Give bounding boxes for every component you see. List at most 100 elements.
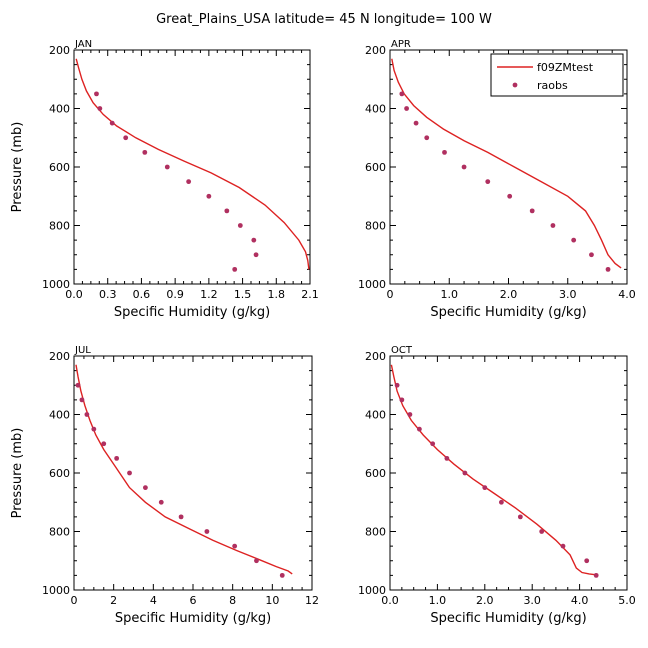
model-line xyxy=(75,364,293,575)
y-tick-label: 800 xyxy=(365,220,386,233)
panel-label: JUL xyxy=(74,345,91,356)
y-tick-label: 1000 xyxy=(42,278,70,291)
y-tick-label: 800 xyxy=(49,220,70,233)
obs-point xyxy=(416,426,422,432)
obs-point xyxy=(529,208,535,214)
x-tick-label: 2 xyxy=(110,594,117,607)
y-tick-label: 200 xyxy=(365,350,386,363)
obs-point xyxy=(94,91,99,97)
y-tick-label: 600 xyxy=(49,161,70,174)
obs-point xyxy=(253,252,259,258)
panel-jan: JAN 0.0 0.3 0.6 0.9 1.2 1.5 1.8 2.1 200 400 600 800 1… xyxy=(10,39,319,320)
obs-point xyxy=(254,558,259,564)
x-tick-label: 2.0 xyxy=(476,594,494,607)
legend-marker-swatch xyxy=(512,82,518,88)
x-tick-label: 0 xyxy=(387,288,394,301)
obs-point xyxy=(127,470,132,476)
plot-frame xyxy=(389,355,628,591)
x-tick-label: 2.1 xyxy=(301,288,319,301)
x-tick-label: 0.3 xyxy=(99,288,117,301)
x-tick-label: 0.6 xyxy=(133,288,151,301)
obs-point xyxy=(507,193,513,199)
obs-point xyxy=(97,106,103,111)
legend-box xyxy=(490,53,624,97)
x-tick-label: 6 xyxy=(190,594,197,607)
legend-label-obs: raobs xyxy=(537,79,568,92)
panel-jul: JUL 0 2 4 6 8 10 12 200 400 600 800 1000 Specific Hum… xyxy=(10,345,319,626)
y-tick-label: 400 xyxy=(49,103,70,116)
obs-point xyxy=(143,485,148,491)
obs-point xyxy=(232,266,238,272)
panel-label: JAN xyxy=(74,39,92,50)
obs-point xyxy=(560,543,566,549)
x-tick-label: 1.5 xyxy=(234,288,252,301)
obs-point xyxy=(424,135,430,141)
x-tick-label: 0.9 xyxy=(166,288,184,301)
y-axis-label: Pressure (mb) xyxy=(10,122,25,213)
legend: f09ZMtest raobs xyxy=(490,53,624,97)
x-tick-label: 0.0 xyxy=(381,594,399,607)
obs-point xyxy=(461,164,467,170)
obs-point xyxy=(224,208,230,214)
x-axis-label: Specific Humidity (g/kg) xyxy=(114,305,270,320)
obs-point xyxy=(232,543,238,549)
obs-point xyxy=(517,514,523,520)
panel-apr: APR 0 1.0 2.0 3.0 4.0 200 400 600 800 1000 Specific… xyxy=(358,39,636,320)
obs-point xyxy=(550,223,556,228)
obs-point xyxy=(84,412,90,417)
y-tick-label: 400 xyxy=(365,103,386,116)
y-tick-label: 200 xyxy=(365,44,386,57)
obs-point xyxy=(101,441,107,447)
plot-frame xyxy=(73,49,311,285)
x-tick-label: 5.0 xyxy=(618,594,636,607)
x-tick-label: 0 xyxy=(71,594,78,607)
obs-point xyxy=(485,179,491,185)
y-tick-label: 1000 xyxy=(42,584,70,597)
obs-point xyxy=(498,499,504,505)
legend-label-model: f09ZMtest xyxy=(537,61,594,74)
x-tick-label: 1.2 xyxy=(200,288,218,301)
obs-point xyxy=(79,397,85,403)
obs-point xyxy=(237,223,243,228)
obs-point xyxy=(399,397,405,403)
obs-point xyxy=(442,149,447,155)
obs-point xyxy=(123,135,129,141)
x-tick-label: 1.0 xyxy=(441,288,459,301)
y-tick-label: 200 xyxy=(49,44,70,57)
figure-title: Great_Plains_USA latitude= 45 N longitud… xyxy=(156,12,492,27)
x-tick-label: 0.0 xyxy=(65,288,83,301)
obs-point xyxy=(593,572,599,578)
model-line xyxy=(75,58,310,270)
obs-point xyxy=(444,455,450,461)
obs-point xyxy=(158,499,164,505)
obs-point xyxy=(142,149,148,155)
y-tick-label: 600 xyxy=(365,161,386,174)
x-tick-label: 1.8 xyxy=(268,288,286,301)
x-tick-label: 4.0 xyxy=(618,288,636,301)
model-line xyxy=(390,364,597,576)
y-tick-label: 400 xyxy=(49,409,70,422)
x-tick-label: 4 xyxy=(150,594,157,607)
x-tick-label: 3.0 xyxy=(559,288,577,301)
obs-point xyxy=(251,237,257,243)
x-tick-label: 8 xyxy=(229,594,236,607)
y-tick-label: 600 xyxy=(365,467,386,480)
x-tick-label: 12 xyxy=(305,594,319,607)
x-tick-label: 1.0 xyxy=(429,594,447,607)
obs-point xyxy=(114,455,120,461)
panel-oct: OCT 0.0 1.0 2.0 3.0 4.0 5.0 200 400 600 800 1000 Spe… xyxy=(358,345,636,626)
obs-point xyxy=(279,572,285,578)
obs-point xyxy=(539,529,545,534)
x-axis-label: Specific Humidity (g/kg) xyxy=(115,611,271,626)
obs-point xyxy=(430,441,436,447)
y-tick-label: 400 xyxy=(365,409,386,422)
obs-point xyxy=(413,120,419,126)
obs-point xyxy=(206,193,212,199)
obs-point xyxy=(605,266,611,272)
x-tick-label: 3.0 xyxy=(523,594,541,607)
obs-point xyxy=(91,426,97,432)
obs-point xyxy=(204,529,210,534)
x-axis-label: Specific Humidity (g/kg) xyxy=(430,611,586,626)
